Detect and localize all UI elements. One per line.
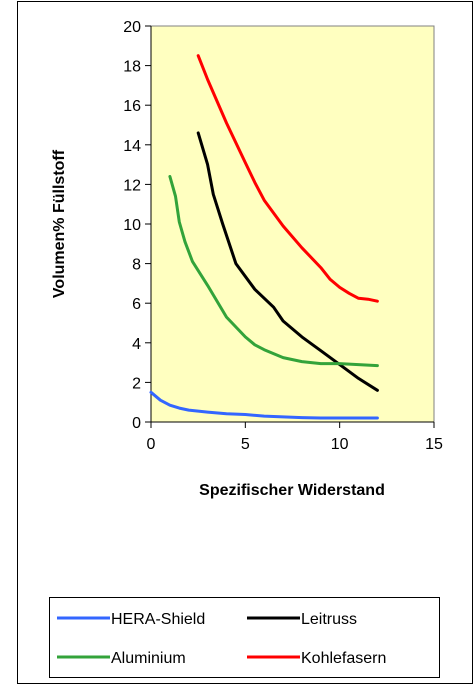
y-tick-label: 10 xyxy=(123,217,141,234)
x-tick-label: 10 xyxy=(331,436,349,453)
y-tick-label: 12 xyxy=(123,177,141,194)
x-axis-title: Spezifischer Widerstand xyxy=(199,482,385,499)
x-tick-label: 5 xyxy=(241,436,250,453)
series-line-hera-shield xyxy=(149,390,379,420)
y-tick-label: 8 xyxy=(132,257,141,274)
y-tick-label: 6 xyxy=(132,296,141,313)
plot-area xyxy=(150,25,435,423)
x-tick-label: 0 xyxy=(147,436,156,453)
y-tick-label: 16 xyxy=(123,98,141,115)
series-layer xyxy=(149,54,379,420)
legend-box xyxy=(49,597,440,678)
y-tick-label: 20 xyxy=(123,19,141,36)
series-line-aluminium xyxy=(168,175,379,368)
legend: HERA-Shield Leitruss Aluminium Kohlefasern xyxy=(49,597,440,678)
legend-label-hera-shield: HERA-Shield xyxy=(111,611,205,628)
y-tick-label: 4 xyxy=(132,336,141,353)
y-tick-label: 2 xyxy=(132,375,141,392)
series-line-kohlefasern xyxy=(196,54,379,303)
y-tick-label: 0 xyxy=(132,415,141,432)
y-tick-label: 18 xyxy=(123,59,141,76)
axes: 0 2 4 6 8 10 12 14 16 18 20 0 5 10 15 xyxy=(123,19,443,453)
legend-label-kohlefasern: Kohlefasern xyxy=(301,650,386,667)
y-axis-title: Volumen% Füllstoff xyxy=(51,149,68,298)
legend-label-aluminium: Aluminium xyxy=(111,650,186,667)
x-tick-label: 15 xyxy=(425,436,443,453)
legend-label-leitruss: Leitruss xyxy=(301,611,357,628)
y-tick-label: 14 xyxy=(123,138,141,155)
